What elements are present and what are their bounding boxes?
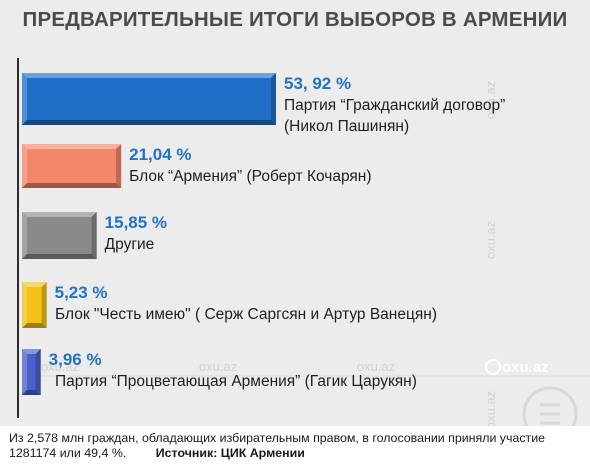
- watermark-text: oxu.az: [483, 81, 498, 119]
- bar-bevel-bottom: [22, 254, 97, 259]
- bar: [22, 282, 47, 328]
- watermark-text: oxu.az: [483, 391, 498, 426]
- bar-bevel-right: [116, 144, 122, 188]
- category-label: Партия “Процветающая Армения” (Гагик Цар…: [55, 373, 417, 390]
- bar-bevel-right: [271, 73, 276, 125]
- watermark-text: oxu.az: [483, 221, 498, 259]
- bar: [22, 212, 97, 259]
- document-icon: [522, 386, 578, 426]
- bar-bevel-bottom: [22, 183, 122, 188]
- footer-note-text: Из 2,578 млн граждан, обладающих избират…: [9, 431, 546, 460]
- bar-bevel-top: [22, 73, 276, 78]
- logo-text: oxu.az: [502, 359, 549, 376]
- bar-body: [22, 212, 97, 259]
- bar-chart: oxu.az oxu.az oxu.az oxu.az oxu.az oxu.az 53,…: [17, 58, 590, 426]
- watermark-text: oxu.az: [41, 359, 79, 374]
- watermark-text: oxu.az: [357, 359, 395, 374]
- bar-bevel-right: [41, 282, 47, 328]
- footer: [0, 426, 590, 465]
- bar-bevel-top: [22, 282, 47, 287]
- bar-bevel-right: [35, 349, 41, 395]
- value-label: 21,04 %: [129, 145, 191, 164]
- bar-bevel-left: [22, 144, 27, 188]
- bar-bevel-bottom: [22, 120, 276, 125]
- bar: [22, 144, 122, 188]
- bar-bevel-right: [91, 212, 97, 259]
- bar: [22, 349, 41, 395]
- category-label: Блок “Армения” (Роберт Кочарян): [129, 168, 371, 185]
- bar-bevel-left: [22, 73, 27, 125]
- bar-bevel-left: [22, 282, 27, 328]
- page-title: ПРЕДВАРИТЕЛЬНЫЕ ИТОГИ ВЫБОРОВ В АРМЕНИИ: [22, 8, 568, 31]
- value-label: 5,23 %: [55, 283, 108, 302]
- bar-bevel-top: [22, 349, 41, 354]
- footer-source: Источник: ЦИК Армении: [155, 446, 305, 460]
- value-label: 15,85 %: [105, 213, 167, 232]
- bar-bevel-left: [22, 212, 27, 259]
- bar-bevel-bottom: [22, 390, 41, 395]
- bar-body: [22, 144, 122, 188]
- bar-bevel-top: [22, 144, 122, 149]
- footer-note: Из 2,578 млн граждан, обладающих избират…: [9, 431, 589, 461]
- category-label: (Никол Пашинян): [284, 118, 409, 135]
- logo-icon: [484, 358, 502, 376]
- category-label: Другие: [105, 236, 155, 253]
- bar-body: [22, 73, 276, 125]
- bar-bevel-left: [22, 349, 27, 395]
- category-label: Блок "Честь имею" ( Серж Саргсян и Артур…: [55, 306, 437, 323]
- category-label: Партия “Гражданский договор”: [284, 97, 505, 114]
- bar-bevel-top: [22, 212, 97, 217]
- bar-bevel-bottom: [22, 323, 47, 328]
- bar: [22, 73, 276, 125]
- value-label: 53, 92 %: [284, 74, 351, 93]
- watermark-text: oxu.az: [199, 359, 237, 374]
- value-label: 3,96 %: [49, 350, 102, 369]
